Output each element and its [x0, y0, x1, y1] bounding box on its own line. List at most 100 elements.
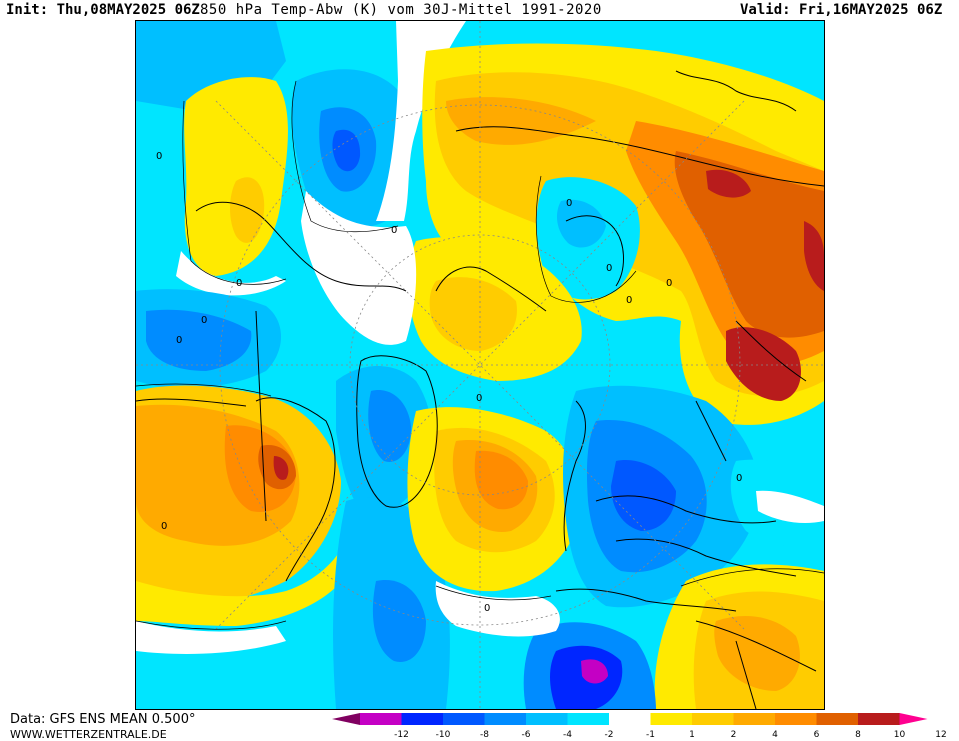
- contour-line: [136, 620, 287, 630]
- anomaly-area: [581, 659, 608, 684]
- contour-label: 0: [484, 603, 490, 614]
- border-line: [695, 620, 817, 672]
- contour-label: 0: [161, 521, 167, 532]
- legend-swatch: [858, 713, 900, 725]
- legend-tick-label: 6: [814, 730, 820, 740]
- contour-label: 0: [236, 278, 242, 289]
- legend-swatch: [609, 713, 651, 725]
- legend-tick-label: -2: [605, 730, 614, 740]
- contour-line: [435, 585, 552, 601]
- coastline: [675, 70, 797, 112]
- legend-tick-label: 2: [731, 730, 737, 740]
- anomaly-area: [804, 221, 824, 291]
- anomaly-area: [136, 621, 286, 654]
- init-time-label: Init: Thu,08MAY2025 06Z: [6, 2, 200, 18]
- legend-tick-label: -6: [522, 730, 531, 740]
- legend-tick-label: -8: [480, 730, 489, 740]
- anomaly-area: [301, 191, 417, 345]
- anomaly-area: [372, 580, 426, 662]
- legend-swatch: [360, 713, 402, 725]
- border-line: [255, 310, 267, 522]
- legend-arrow-high: [899, 713, 928, 725]
- color-legend: -12 -10 -8 -6 -4 -2 -1 1 2 4 6 8 10 12: [332, 713, 947, 740]
- border-line: [735, 640, 757, 709]
- legend-tick-label: 10: [894, 730, 906, 740]
- anomaly-area: [376, 21, 466, 221]
- legend-swatch: [443, 713, 485, 725]
- legend-arrow-low: [332, 713, 360, 725]
- contour-label: 0: [666, 278, 672, 289]
- contour-label: 0: [156, 151, 162, 162]
- legend-swatches: [332, 713, 928, 725]
- border-line: [136, 398, 247, 407]
- chart-title: 850 hPa Temp-Abw (K) vom 30J-Mittel 1991…: [200, 2, 602, 18]
- anomaly-area: [230, 177, 265, 243]
- legend-swatch: [484, 713, 526, 725]
- latitude-circle: [219, 104, 741, 626]
- anomaly-area: [332, 129, 361, 172]
- anomaly-area: [756, 490, 824, 523]
- anomaly-area: [136, 651, 336, 709]
- coastline: [565, 215, 624, 287]
- border-line: [695, 400, 727, 462]
- contour-line: [535, 175, 637, 303]
- legend-tick-label: 12: [935, 730, 946, 740]
- anomaly-area: [146, 309, 252, 371]
- coastline: [455, 126, 824, 187]
- anomaly-area: [726, 327, 801, 401]
- legend-swatch: [401, 713, 443, 725]
- coastline: [255, 397, 336, 582]
- border-line: [615, 538, 797, 577]
- legend-ticks: -12 -10 -8 -6 -4 -2 -1 1 2 4 6 8 10 12: [394, 730, 947, 740]
- anomaly-area: [429, 277, 517, 351]
- legend-tick-label: -1: [646, 730, 655, 740]
- legend-swatch: [775, 713, 817, 725]
- legend-swatch: [567, 713, 609, 725]
- contour-label: 0: [176, 335, 182, 346]
- website-label: WWW.WETTERZENTRALE.DE: [10, 728, 167, 741]
- anomaly-map: 0 0 0 0 0 0 0 0 0 0 0 0 0: [135, 20, 825, 710]
- anomaly-area: [136, 541, 356, 626]
- contour-label: 0: [476, 393, 482, 404]
- contour-line: [182, 100, 287, 285]
- legend-tick-label: -4: [563, 730, 572, 740]
- anomaly-area: [714, 616, 800, 691]
- data-source-label: Data: GFS ENS MEAN 0.500°: [10, 712, 196, 727]
- coastline: [435, 266, 547, 312]
- legend-swatch: [816, 713, 858, 725]
- coastline: [563, 400, 586, 552]
- contour-label: 0: [606, 263, 612, 274]
- legend-tick-label: -10: [436, 730, 451, 740]
- legend-swatch: [733, 713, 775, 725]
- anomaly-area: [273, 456, 289, 480]
- greenland-outline: [356, 355, 438, 508]
- anomaly-area: [674, 151, 824, 338]
- anomaly-area: [611, 460, 676, 531]
- legend-tick-label: 4: [772, 730, 778, 740]
- contour-label: 0: [566, 198, 572, 209]
- border-line: [735, 320, 807, 382]
- graticule: [136, 21, 824, 709]
- contour-line: [136, 383, 272, 397]
- contour-labels: 0 0 0 0 0 0 0 0 0 0 0 0 0: [156, 151, 742, 614]
- border-line: [595, 495, 777, 524]
- contour-line: [680, 568, 824, 587]
- anomaly-area: [184, 77, 288, 276]
- latitude-circle: [349, 234, 611, 496]
- legend-swatch: [692, 713, 734, 725]
- contour-label: 0: [201, 315, 207, 326]
- zero-contours: [136, 80, 824, 630]
- contour-label: 0: [391, 225, 397, 236]
- contour-label: 0: [626, 295, 632, 306]
- coastline: [555, 588, 737, 612]
- legend-tick-label: -12: [394, 730, 409, 740]
- anomaly-area: [556, 199, 606, 248]
- valid-time-label: Valid: Fri,16MAY2025 06Z: [740, 2, 943, 18]
- legend-swatch: [526, 713, 568, 725]
- contour-label: 0: [736, 473, 742, 484]
- anomaly-map-canvas: 0 0 0 0 0 0 0 0 0 0 0 0 0: [136, 21, 824, 709]
- anomaly-area: [446, 97, 596, 145]
- anomaly-area: [368, 390, 412, 462]
- anomaly-area: [706, 169, 751, 198]
- legend-tick-label: 8: [855, 730, 861, 740]
